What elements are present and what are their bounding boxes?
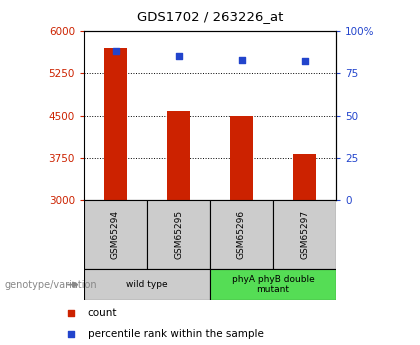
Text: percentile rank within the sample: percentile rank within the sample [88, 329, 263, 339]
Bar [84, 269, 210, 300]
Bar [210, 269, 336, 300]
Point [112, 49, 119, 54]
Text: GSM65295: GSM65295 [174, 210, 183, 259]
Bar [231, 116, 252, 200]
Point [301, 59, 308, 64]
Text: phyA phyB double
mutant: phyA phyB double mutant [231, 275, 315, 294]
Text: GSM65294: GSM65294 [111, 210, 120, 259]
Text: GSM65296: GSM65296 [237, 210, 246, 259]
Text: count: count [88, 308, 117, 318]
Point [175, 54, 182, 59]
Text: GDS1702 / 263226_at: GDS1702 / 263226_at [137, 10, 283, 23]
Bar [147, 200, 210, 269]
Text: genotype/variation: genotype/variation [4, 280, 97, 289]
Text: wild type: wild type [126, 280, 168, 289]
Bar [168, 111, 189, 200]
Point [68, 331, 75, 337]
Bar [84, 200, 147, 269]
Bar [294, 154, 315, 200]
Bar [273, 200, 336, 269]
Text: GSM65297: GSM65297 [300, 210, 309, 259]
Point [68, 310, 75, 315]
Point [238, 57, 245, 62]
Bar [210, 200, 273, 269]
Bar [105, 48, 126, 200]
